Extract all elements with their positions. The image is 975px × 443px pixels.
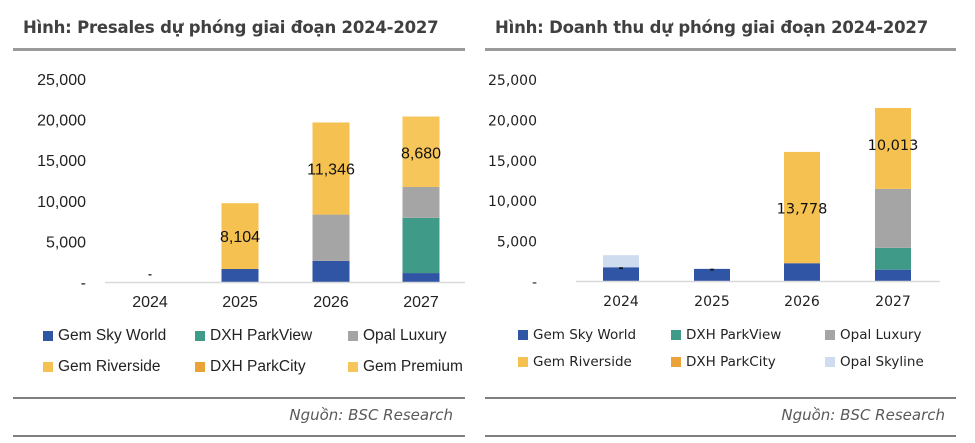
data-label: 10,013 [868, 138, 919, 154]
chart-legend: Gem Sky World DXH ParkView Opal Luxury Gem … [43, 327, 467, 387]
bar-segment [875, 107, 911, 189]
data-label: - [619, 260, 624, 274]
legend-label: DXH ParkView [210, 327, 313, 344]
legend-label: Gem Sky World [58, 327, 167, 344]
legend-swatch [43, 362, 53, 372]
x-tick-label: 2027 [875, 294, 911, 310]
bar-segment [603, 267, 639, 281]
x-tick-label: 2027 [403, 294, 439, 311]
y-tick-label: 10,000 [37, 194, 86, 211]
y-tick-label: 5,000 [46, 234, 86, 251]
legend-divider [13, 397, 465, 399]
legend-item: Opal Luxury [348, 327, 447, 345]
legend-item: Gem Sky World [518, 327, 636, 343]
y-tick-label: 25,000 [488, 73, 537, 89]
title-divider [485, 48, 956, 51]
y-tick-label: 10,000 [488, 194, 537, 210]
bar-segment [312, 214, 350, 261]
y-tick-label: - [532, 275, 537, 291]
legend-item: DXH ParkView [195, 327, 312, 345]
legend-label: DXH ParkCity [210, 358, 306, 375]
legend-label: Opal Skyline [840, 354, 924, 370]
legend-swatch [518, 357, 528, 367]
legend-item: Gem Riverside [43, 358, 161, 376]
legend-label: DXH ParkView [686, 327, 782, 343]
x-tick-label: 2024 [603, 294, 639, 310]
x-tick-label: 2024 [132, 294, 168, 311]
legend-label: Opal Luxury [840, 327, 922, 343]
legend-item: Gem Premium [348, 358, 463, 376]
bar-segment [312, 122, 350, 215]
bar-segment [402, 273, 440, 282]
x-tick-label: 2026 [784, 294, 820, 310]
bar-segment [221, 269, 259, 282]
data-label: 11,346 [307, 162, 355, 179]
legend-label: Gem Premium [363, 358, 463, 375]
y-tick-label: - [81, 275, 86, 292]
bar-segment [875, 269, 911, 281]
revenue-chart: - 5,000 10,000 15,000 20,000 25,000 - 2024 - 2025… [488, 73, 940, 310]
legend-swatch [671, 357, 681, 367]
revenue-panel: Hình: Doanh thu dự phóng giai đoạn 2024-… [480, 0, 975, 443]
y-tick-label: 20,000 [37, 113, 86, 130]
bar-segment [784, 263, 820, 281]
data-label: 8,104 [220, 229, 260, 246]
legend-label: Opal Luxury [363, 327, 447, 344]
bar-segment [402, 116, 440, 187]
legend-label: Gem Riverside [58, 358, 161, 375]
x-tick-label: 2025 [694, 294, 730, 310]
legend-swatch [43, 331, 53, 341]
data-label: - [148, 267, 152, 281]
y-tick-label: 5,000 [497, 235, 537, 251]
bar-segment [694, 268, 730, 281]
y-tick-label: 15,000 [488, 154, 537, 170]
presales-chart: - 5,000 10,000 15,000 20,000 25,000 - 2024 8,104… [37, 72, 465, 311]
source-note: Nguồn: BSC Research [289, 406, 453, 424]
legend-swatch [348, 331, 358, 341]
bar-segment [603, 255, 639, 268]
bar-segment [312, 260, 350, 282]
legend-label: Gem Riverside [533, 354, 632, 370]
legend-swatch [825, 357, 835, 367]
bar-segment [402, 217, 440, 274]
legend-swatch [348, 362, 358, 372]
legend-label: Gem Sky World [533, 327, 637, 343]
title-divider [13, 48, 465, 51]
legend-swatch [671, 330, 681, 340]
x-tick-label: 2026 [313, 294, 349, 311]
y-tick-label: 20,000 [488, 113, 537, 129]
bar-segment [221, 203, 259, 270]
bar-segment [875, 188, 911, 248]
bottom-divider [13, 435, 465, 437]
presales-panel: Hình: Presales dự phóng giai đoạn 2024-2… [0, 0, 480, 443]
legend-label: DXH ParkCity [686, 354, 776, 370]
bar-segment [784, 151, 820, 264]
legend-item: DXH ParkView [671, 327, 781, 343]
x-tick-label: 2025 [222, 294, 258, 311]
bottom-divider [485, 435, 956, 437]
bar-segment [402, 186, 440, 218]
legend-swatch [195, 362, 205, 372]
legend-divider [485, 397, 956, 399]
data-label: - [710, 262, 715, 276]
legend-item: Opal Skyline [825, 354, 924, 370]
data-label: 13,778 [777, 202, 828, 218]
legend-item: Gem Sky World [43, 327, 166, 345]
legend-item: Opal Luxury [825, 327, 921, 343]
y-tick-label: 25,000 [37, 72, 86, 89]
y-tick-label: 15,000 [37, 153, 86, 170]
chart-title: Hình: Presales dự phóng giai đoạn 2024-2… [23, 18, 439, 37]
chart-title: Hình: Doanh thu dự phóng giai đoạn 2024-… [495, 18, 928, 37]
legend-swatch [195, 331, 205, 341]
legend-item: DXH ParkCity [671, 354, 776, 370]
source-note: Nguồn: BSC Research [781, 406, 945, 424]
legend-item: Gem Riverside [518, 354, 632, 370]
bar-segment [875, 247, 911, 270]
data-label: 8,680 [401, 146, 441, 163]
legend-swatch [518, 330, 528, 340]
legend-item: DXH ParkCity [195, 358, 306, 376]
legend-swatch [825, 330, 835, 340]
